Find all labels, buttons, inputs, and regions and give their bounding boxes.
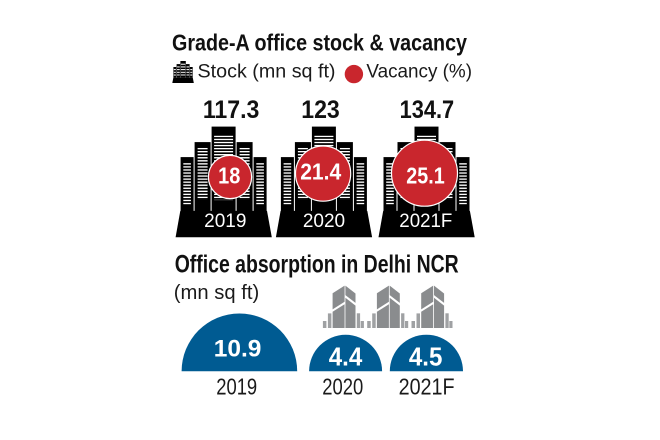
svg-text:18: 18 xyxy=(218,163,240,189)
svg-text:4.5: 4.5 xyxy=(409,344,443,372)
svg-text:4.4: 4.4 xyxy=(329,344,363,372)
svg-text:134.7: 134.7 xyxy=(400,96,455,124)
svg-text:21.4: 21.4 xyxy=(300,159,341,185)
svg-text:2019: 2019 xyxy=(216,374,257,400)
svg-text:Office absorption in Delhi NCR: Office absorption in Delhi NCR xyxy=(175,251,459,279)
svg-text:25.1: 25.1 xyxy=(406,162,445,188)
svg-text:Stock (mn sq ft): Stock (mn sq ft) xyxy=(198,62,336,83)
svg-text:123: 123 xyxy=(301,96,340,124)
svg-text:2019: 2019 xyxy=(204,210,246,232)
svg-text:10.9: 10.9 xyxy=(214,335,262,362)
svg-text:Grade-A office stock & vacancy: Grade-A office stock & vacancy xyxy=(172,30,467,56)
svg-text:(mn sq ft): (mn sq ft) xyxy=(174,282,259,304)
svg-text:2020: 2020 xyxy=(303,210,345,232)
svg-text:2021F: 2021F xyxy=(399,374,455,400)
svg-text:2021F: 2021F xyxy=(399,210,452,232)
svg-text:117.3: 117.3 xyxy=(203,96,260,124)
svg-text:2020: 2020 xyxy=(322,374,363,400)
svg-text:Vacancy (%): Vacancy (%) xyxy=(366,62,472,83)
